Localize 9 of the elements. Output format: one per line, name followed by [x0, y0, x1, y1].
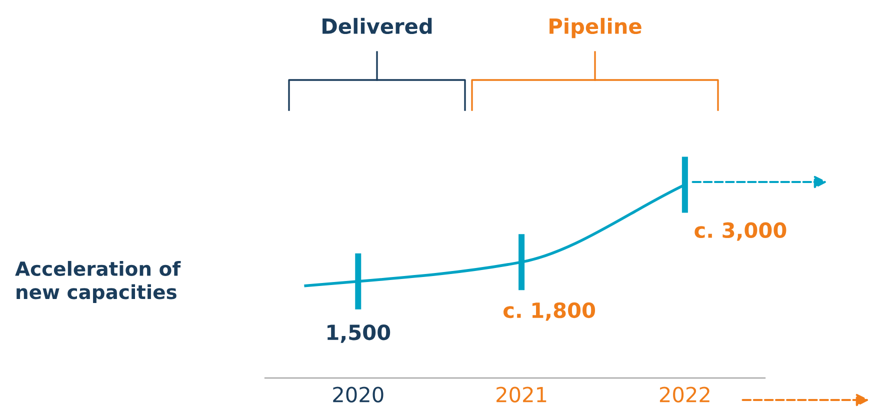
data-label: c. 3,000 [694, 222, 786, 241]
x-tick-label: 2021 [496, 386, 546, 402]
x-tick-label: 2022 [660, 386, 710, 402]
y-axis-title: Acceleration of new capacities [15, 260, 181, 304]
text: Pipeline [550, 18, 642, 38]
text: Delivered [322, 18, 432, 34]
data-label: c. 1,800 [504, 302, 596, 321]
data-label: 1,500 [328, 324, 390, 343]
x-tick-label: 2020 [333, 386, 384, 402]
